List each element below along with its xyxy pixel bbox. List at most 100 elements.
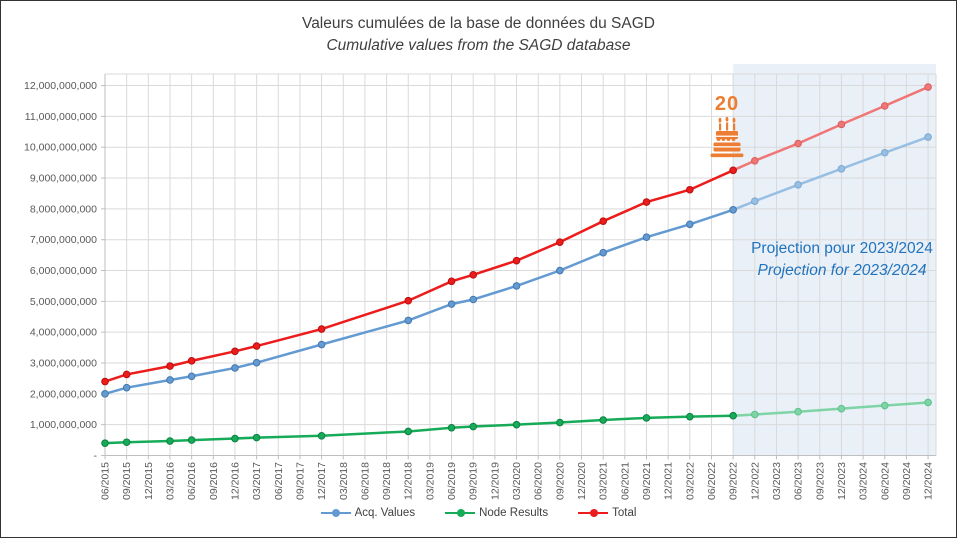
y-axis-tick-label: 2,000,000,000 bbox=[30, 388, 97, 400]
data-point-marker bbox=[512, 420, 521, 429]
legend-item-acq-values: Acq. Values bbox=[320, 507, 416, 519]
chart-title: Valeurs cumulées de la base de données d… bbox=[302, 15, 655, 32]
data-point-marker bbox=[317, 431, 326, 440]
data-point-marker bbox=[101, 377, 109, 386]
data-point-marker bbox=[252, 358, 261, 367]
x-axis-tick-label: 03/2017 bbox=[251, 462, 263, 500]
projection-point-marker bbox=[794, 407, 802, 416]
data-point-marker bbox=[404, 316, 413, 325]
x-axis-tick-label: 12/2023 bbox=[836, 462, 848, 500]
projection-point-marker bbox=[794, 181, 802, 189]
x-axis-tick-label: 09/2024 bbox=[901, 462, 913, 500]
x-axis-tick-label: 09/2017 bbox=[294, 462, 306, 500]
x-axis-tick-label: 06/2017 bbox=[273, 462, 285, 500]
data-point-marker bbox=[599, 248, 607, 257]
x-axis-tick-label: 03/2024 bbox=[858, 462, 870, 500]
legend-item-node-results: Node Results bbox=[445, 507, 548, 519]
projection-label-fr: Projection pour 2023/2024 bbox=[751, 240, 933, 257]
data-point-marker bbox=[101, 390, 109, 398]
legend-label: Acq. Values bbox=[354, 507, 416, 519]
x-axis-tick-label: 03/2018 bbox=[338, 462, 350, 500]
x-axis-tick-label: 12/2021 bbox=[663, 462, 675, 500]
data-point-marker bbox=[187, 372, 196, 381]
x-axis-tick-label: 03/2019 bbox=[424, 462, 436, 500]
data-point-marker bbox=[404, 427, 413, 436]
series-projection-line bbox=[732, 135, 929, 211]
x-axis-tick-label: 09/2018 bbox=[381, 462, 393, 500]
y-axis-tick-label: 3,000,000,000 bbox=[30, 358, 97, 370]
x-axis-tick-label: 12/2019 bbox=[489, 462, 501, 500]
x-axis-tick-label: 09/2020 bbox=[554, 462, 566, 500]
data-point-marker bbox=[469, 271, 478, 279]
birthday-cake-icon bbox=[710, 116, 744, 158]
x-axis-tick-label: 03/2021 bbox=[598, 462, 610, 500]
data-point-marker bbox=[556, 418, 564, 427]
x-axis-tick-label: 12/2015 bbox=[143, 462, 155, 500]
series-line bbox=[104, 414, 734, 445]
projection-point-marker bbox=[837, 164, 846, 173]
data-point-marker bbox=[252, 433, 261, 442]
projection-point-marker bbox=[880, 148, 889, 157]
data-point-marker bbox=[447, 423, 456, 432]
legend-line-marker-icon bbox=[578, 508, 609, 517]
data-point-marker bbox=[512, 282, 521, 290]
data-point-marker bbox=[317, 340, 326, 349]
data-point-marker bbox=[317, 325, 326, 333]
x-axis-tick-label: 12/2018 bbox=[403, 462, 415, 500]
y-axis-tick-label: - bbox=[94, 450, 98, 462]
projection-point-marker bbox=[837, 120, 846, 129]
projection-shaded-region bbox=[733, 64, 936, 456]
x-axis-tick-label: 12/2016 bbox=[229, 462, 241, 500]
data-point-marker bbox=[642, 414, 651, 422]
projection-point-marker bbox=[837, 404, 846, 413]
x-axis-tick-label: 06/2023 bbox=[793, 462, 805, 500]
data-point-marker bbox=[642, 233, 651, 242]
y-axis-tick-label: 1,000,000,000 bbox=[30, 419, 97, 431]
data-point-marker bbox=[729, 205, 737, 214]
y-axis-tick-label: 10,000,000,000 bbox=[24, 142, 97, 154]
projection-point-marker bbox=[924, 133, 932, 141]
data-point-marker bbox=[686, 185, 694, 194]
legend-label: Node Results bbox=[479, 507, 549, 519]
data-point-marker bbox=[686, 412, 694, 421]
data-point-marker bbox=[122, 370, 131, 379]
projection-point-marker bbox=[751, 410, 759, 419]
chart-header: Valeurs cumulées de la base de données d… bbox=[1, 13, 956, 57]
data-point-marker bbox=[447, 277, 456, 286]
x-axis-tick-label: 03/2022 bbox=[684, 462, 696, 500]
data-point-marker bbox=[231, 434, 239, 443]
data-point-marker bbox=[187, 357, 196, 365]
data-point-marker bbox=[599, 416, 607, 424]
x-axis-tick-label: 03/2020 bbox=[511, 462, 523, 500]
x-axis-tick-label: 12/2022 bbox=[749, 462, 761, 500]
x-axis-tick-label: 09/2015 bbox=[121, 462, 133, 500]
data-point-marker bbox=[599, 217, 607, 225]
y-axis-tick-label: 4,000,000,000 bbox=[30, 327, 97, 339]
x-axis-tick-label: 06/2019 bbox=[446, 462, 458, 500]
anniversary-number: 20 bbox=[714, 93, 740, 115]
x-axis-tick-label: 09/2022 bbox=[728, 462, 740, 500]
x-axis-tick-label: 06/2020 bbox=[533, 462, 545, 500]
x-axis-tick-label: 03/2023 bbox=[771, 462, 783, 500]
y-axis-tick-label: 6,000,000,000 bbox=[30, 265, 97, 277]
series-line bbox=[104, 169, 734, 383]
x-axis-tick-label: 06/2016 bbox=[186, 462, 198, 500]
data-point-marker bbox=[231, 347, 239, 356]
x-axis-tick-label: 09/2016 bbox=[208, 462, 220, 500]
series-line bbox=[104, 208, 734, 396]
data-point-marker bbox=[556, 238, 564, 246]
x-axis-tick-label: 06/2018 bbox=[359, 462, 371, 500]
x-axis-tick-label: 06/2022 bbox=[706, 462, 718, 500]
data-point-marker bbox=[231, 364, 239, 372]
projection-point-marker bbox=[880, 401, 889, 410]
x-axis-tick-label: 12/2024 bbox=[923, 462, 935, 500]
data-point-marker bbox=[187, 436, 196, 444]
x-axis-tick-label: 03/2016 bbox=[164, 462, 176, 500]
y-axis-tick-label: 8,000,000,000 bbox=[30, 203, 97, 215]
data-point-marker bbox=[404, 296, 413, 305]
projection-point-marker bbox=[794, 139, 802, 148]
anniversary-annotation: 20 bbox=[705, 93, 749, 164]
data-point-marker bbox=[122, 438, 131, 447]
projection-point-marker bbox=[751, 197, 759, 205]
y-axis-tick-label: 9,000,000,000 bbox=[30, 173, 97, 185]
